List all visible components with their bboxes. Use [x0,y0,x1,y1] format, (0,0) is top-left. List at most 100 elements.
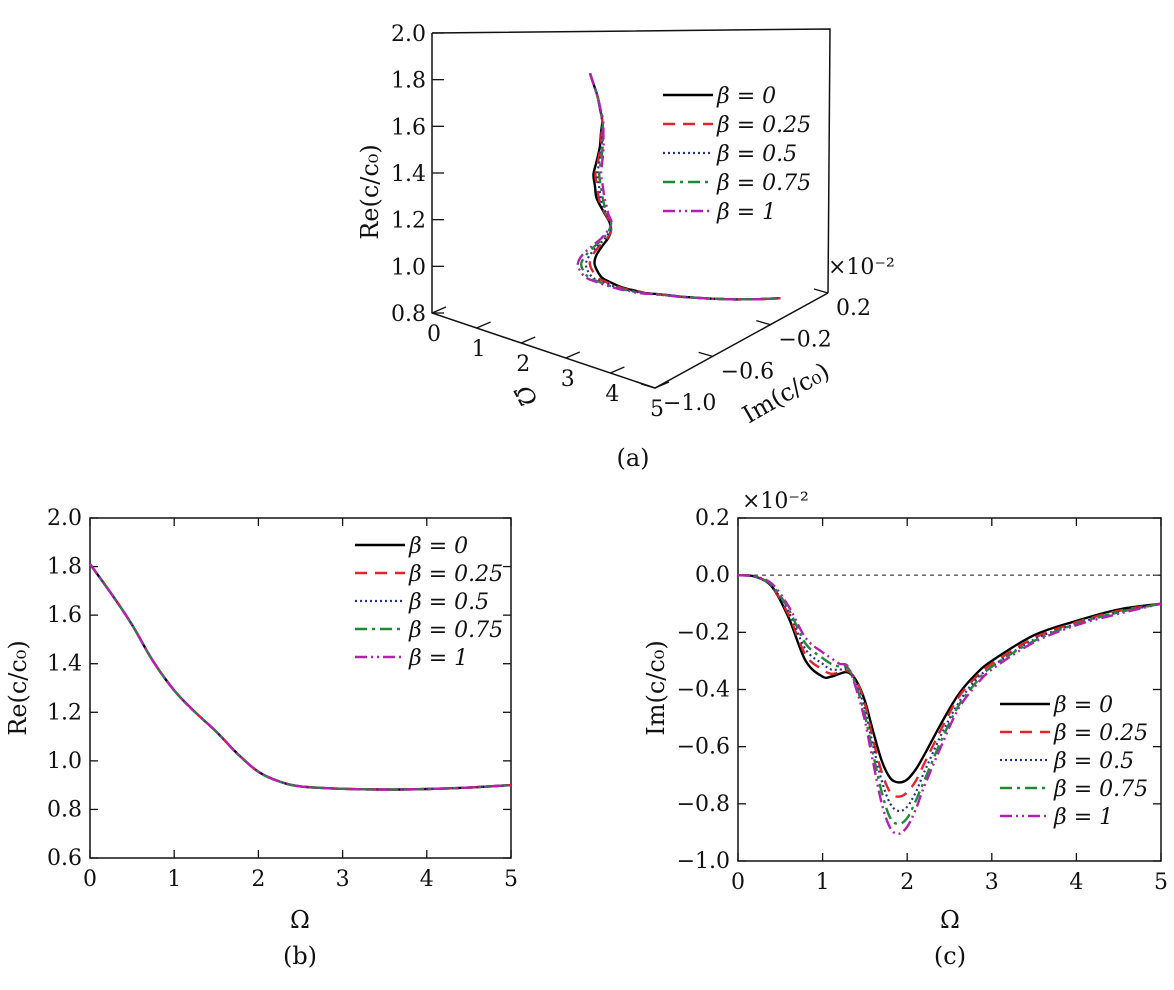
panel-a-xtick-mark [431,306,447,314]
panel-c-curves [737,574,1162,836]
panel-c-series-2 [737,574,1162,813]
panel-c-xtick-label: 5 [1154,870,1168,895]
panel-a-exponent: ×10⁻² [828,255,895,280]
panel-b-xlabel: Ω [290,906,310,934]
panel-c-legend-label-4: β = 1 [1053,805,1113,830]
panel-b-ytick-label: 1.0 [47,749,82,774]
panel-a-ztick-label: 1.6 [391,115,426,140]
panel-a-xtick-mark [610,366,625,374]
panel-b-ytick-label: 2.0 [47,506,82,531]
panel-a-xtick-label: 5 [650,397,664,422]
panel-b-xtick-label: 2 [251,867,265,892]
panel-a-xtick-mark [565,351,581,359]
panel-a-ytick-label: −0.2 [778,328,831,353]
panel-a-xtick-label: 1 [472,337,486,362]
panel-b-legend-label-1: β = 0.25 [408,562,503,587]
panel-b-series-4 [89,563,512,791]
panel-b-legend-label-3: β = 0.75 [408,618,503,643]
panel-a-ytick-mark [698,351,713,357]
panel-b-ytick-label: 1.6 [47,603,82,628]
panel-b-ticks: 0 1 2 3 4 5 2.0 1.8 1.6 1.4 1.2 1.0 0.8 0.6 [47,506,518,892]
panel-b-ylabel: Re(c/c₀) [4,640,32,736]
panel-c-xtick-label: 1 [816,870,830,895]
panel-c-xtick-label: 4 [1069,870,1083,895]
panel-a-legend-label-1: β = 0.25 [716,113,811,138]
panel-c-legend-label-2: β = 0.5 [1053,749,1134,774]
panel-c-caption: (c) [934,942,966,970]
panel-a-zlabel: Re(c/c₀) [356,144,384,240]
panel-b-xtick-label: 4 [420,867,434,892]
panel-b-caption: (b) [283,942,317,970]
panel-b-curves [89,563,512,791]
panel-a-xtick-label: 2 [516,352,530,377]
panel-c: 0 1 2 3 4 50.20.0−0.2−0.4−0.6−0.8−1.0 β = 0β … [642,489,1168,970]
panel-a: 2.0 1.8 1.6 1.4 1.2 1.0 0.80 1 2 3 4 5 0.2−0.2−0.6−1… [356,22,895,472]
panel-c-ytick-label: −0.4 [677,678,730,703]
panel-a-ytick-mark [640,383,656,389]
panel-c-ytick-label: −0.8 [677,792,730,817]
panel-a-xtick-label: 3 [561,367,575,392]
panel-c-legend: β = 0 β = 0.25 β = 0.5 β = 0.75 β = 1 [1000,693,1148,830]
panel-a-ztick-label: 2.0 [391,22,426,47]
panel-c-ytick-label: 0.0 [695,563,730,588]
panel-a-xtick-mark [654,381,670,389]
panel-c-xtick-label: 2 [900,870,914,895]
panel-c-series-4 [737,574,1162,836]
panel-c-legend-label-1: β = 0.25 [1053,721,1148,746]
panel-b-ytick-label: 0.6 [47,846,82,871]
panel-a-legend-label-2: β = 0.5 [716,142,797,167]
panel-c-ylabel: Im(c/c₀) [642,640,670,736]
panel-b-xtick-label: 5 [504,867,518,892]
panel-b-legend-label-0: β = 0 [408,534,468,559]
panel-c-series-0 [737,574,1162,784]
panel-a-xtick-mark [520,336,536,344]
panel-b-ytick-label: 0.8 [47,797,82,822]
panel-a-ytick-mark [756,320,771,326]
panel-a-ticks: 2.0 1.8 1.6 1.4 1.2 1.0 0.80 1 2 3 4 5 0.2−0.2−0.6−1… [391,22,871,422]
panel-b-xtick-label: 1 [167,867,181,892]
panel-a-curves [576,72,781,301]
panel-a-ztick-label: 1.0 [391,255,426,280]
panel-a-xlabel: Ω [508,380,543,412]
panel-a-xtick-label: 4 [605,382,619,407]
panel-a-ztick-label: 1.2 [391,209,426,234]
panel-b-xtick-label: 0 [83,867,97,892]
panel-a-ztick-label: 1.4 [391,162,426,187]
panel-a-legend: β = 0 β = 0.25 β = 0.5 β = 0.75 β = 1 [663,84,811,225]
panel-c-ticks: 0 1 2 3 4 5 0.2 0.0 −0.2 −0.4 −0.6 −0.8 −1.0 [677,506,1168,895]
panel-b-ytick-label: 1.2 [47,700,82,725]
panel-b-legend-label-2: β = 0.5 [408,590,489,615]
panel-c-xtick-label: 3 [985,870,999,895]
panel-a-caption: (a) [616,444,649,472]
panel-b-ytick-label: 1.8 [47,555,82,580]
panel-b: 0 1 2 3 4 52.01.81.61.41.21.00.80.6 β = 0β = … [4,506,518,970]
panel-a-legend-label-3: β = 0.75 [716,171,811,196]
panel-a-ytick-label: −1.0 [663,391,716,416]
panel-c-xlabel: Ω [940,906,960,934]
panel-a-legend-label-0: β = 0 [716,84,776,109]
panel-b-xtick-label: 3 [336,867,350,892]
panel-c-ytick-label: −1.0 [677,849,730,874]
panel-b-legend: β = 0 β = 0.25 β = 0.5 β = 0.75 β = 1 [355,534,503,671]
panel-a-ytick-mark [813,288,829,294]
panel-a-ytick-label: 0.2 [836,296,871,321]
panel-a-ztick-label: 1.8 [391,69,426,94]
panel-b-legend-label-4: β = 1 [408,646,468,671]
panel-a-xtick-label: 0 [427,322,441,347]
panel-a-xtick-mark [476,321,491,329]
panel-c-ytick-label: −0.2 [677,620,730,645]
panel-c-ytick-label: −0.6 [677,735,730,760]
panel-a-ztick-label: 0.8 [391,302,426,327]
panel-c-ytick-label: 0.2 [695,506,730,531]
panel-c-exponent: ×10⁻² [742,489,809,514]
panel-c-legend-label-0: β = 0 [1053,693,1113,718]
panel-a-ytick-label: −0.6 [721,359,774,384]
panel-c-series-3 [737,574,1162,826]
panel-c-series-1 [737,574,1162,798]
panel-c-legend-label-3: β = 0.75 [1053,777,1148,802]
panel-a-series-4 [576,72,781,301]
panel-a-legend-label-4: β = 1 [716,200,776,225]
panel-b-frame [89,517,512,859]
panel-c-xtick-label: 0 [731,870,745,895]
